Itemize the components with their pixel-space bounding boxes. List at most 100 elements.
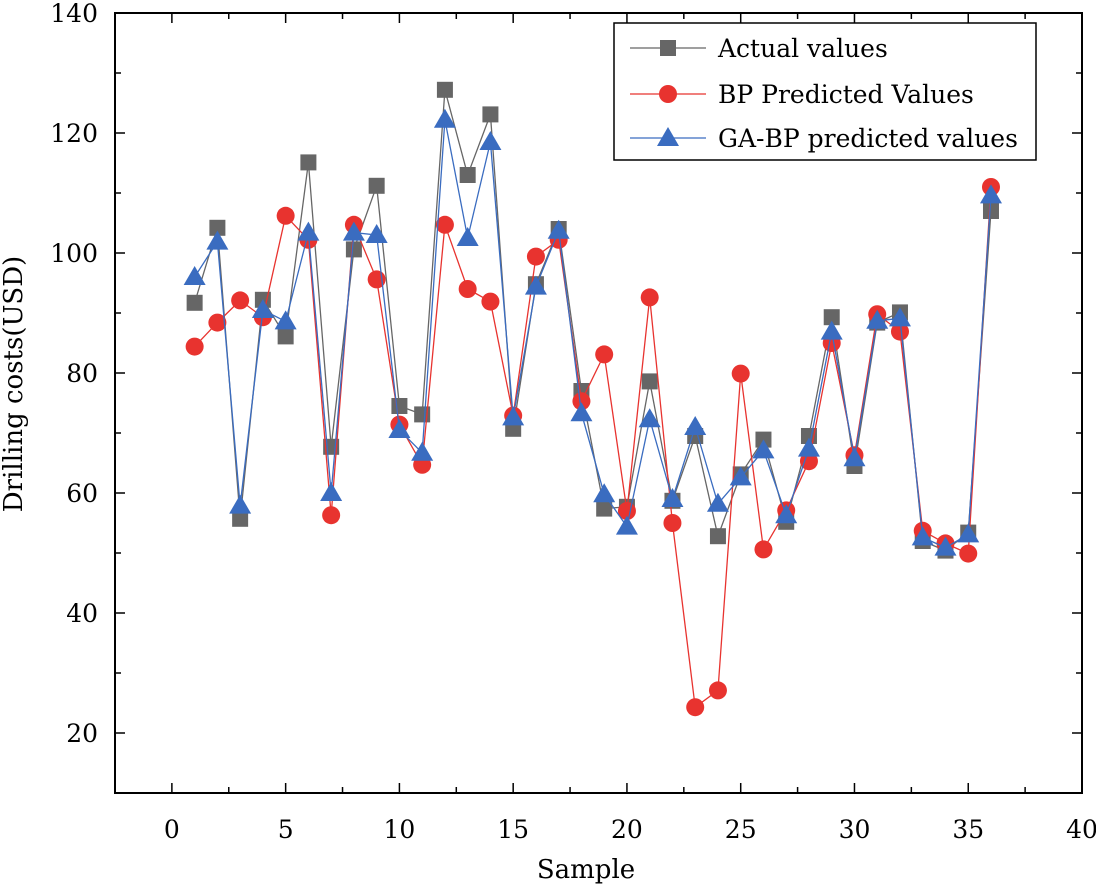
x-tick-label: 10: [384, 815, 416, 844]
data-point: [706, 492, 729, 512]
data-point: [547, 219, 570, 239]
data-point: [708, 681, 727, 700]
x-tick-label: 20: [611, 815, 643, 844]
data-point: [570, 402, 593, 422]
data-point: [866, 309, 889, 329]
x-tick-label: 0: [164, 815, 180, 844]
legend-marker: [660, 40, 676, 56]
data-point: [615, 515, 638, 535]
legend-box: [613, 22, 1037, 161]
data-point: [365, 224, 388, 243]
data-point: [638, 408, 661, 428]
data-point: [342, 221, 365, 241]
data-point: [890, 322, 909, 341]
data-point: [482, 106, 499, 123]
data-point: [433, 108, 456, 128]
x-tick-label: 25: [725, 815, 757, 844]
data-point: [595, 345, 614, 364]
data-point: [957, 523, 980, 543]
data-point: [388, 419, 411, 438]
plot-frame: [114, 12, 1083, 794]
data-point: [754, 540, 773, 559]
series-layer: [183, 81, 1002, 717]
data-point: [368, 177, 385, 194]
data-point: [888, 307, 911, 327]
data-point: [684, 416, 707, 435]
data-point: [458, 280, 477, 298]
data-point: [640, 288, 659, 307]
data-point: [411, 441, 434, 461]
data-point: [183, 266, 206, 285]
data-point: [593, 483, 616, 503]
data-point: [185, 337, 204, 356]
data-point: [843, 447, 866, 467]
data-point: [663, 514, 682, 532]
data-point: [345, 241, 362, 258]
data-point: [661, 488, 684, 507]
legend-label: Actual values: [717, 34, 888, 63]
y-tick-label: 40: [66, 599, 98, 628]
data-point: [186, 294, 203, 311]
data-point: [481, 292, 500, 311]
x-tick-label: 30: [839, 815, 871, 844]
y-tick-label: 80: [66, 359, 98, 388]
x-tick-label: 35: [952, 815, 984, 844]
data-point: [934, 536, 957, 556]
x-tick-label: 40: [1066, 815, 1096, 844]
data-point: [208, 313, 227, 332]
legend-label: BP Predicted Values: [718, 80, 974, 109]
data-point: [206, 230, 229, 250]
series-line: [194, 89, 992, 552]
legend-marker: [657, 127, 679, 146]
y-tick-label: 100: [50, 239, 98, 268]
data-point: [729, 466, 752, 486]
legend: Actual values BP Predicted Values GA-BP pr…: [613, 22, 1037, 161]
data-point: [820, 320, 843, 340]
legend-marker: [659, 85, 677, 103]
data-point: [320, 482, 343, 501]
y-tick-label: 140: [50, 0, 98, 28]
data-point: [479, 131, 502, 150]
data-point: [797, 437, 820, 457]
legend-label: GA-BP predicted values: [718, 124, 1018, 153]
data-point: [911, 526, 934, 546]
ticks-layer: 0 5 10 15 20 25 30 35 40 20 40 60 80 100 120 140: [50, 0, 1096, 844]
y-tick-label: 120: [50, 119, 98, 148]
data-point: [526, 247, 545, 266]
data-point: [982, 203, 999, 219]
data-point: [209, 219, 226, 236]
y-tick-label: 60: [66, 479, 98, 508]
data-point: [300, 154, 317, 171]
data-point: [641, 373, 658, 390]
data-point: [322, 506, 341, 525]
data-point: [456, 227, 479, 246]
data-point: [979, 184, 1002, 204]
x-tick-label: 5: [278, 815, 294, 844]
y-axis-title: Drilling costs(USD): [0, 256, 29, 512]
data-point: [229, 494, 252, 514]
data-point: [459, 167, 476, 183]
data-point: [436, 81, 453, 98]
series-group: [183, 108, 1002, 556]
data-point: [596, 500, 613, 517]
y-tick-label: 20: [66, 719, 98, 748]
data-point: [799, 452, 818, 471]
data-point: [231, 291, 250, 310]
data-point: [502, 406, 525, 426]
series-line: [194, 119, 992, 549]
data-point: [686, 698, 705, 717]
data-point: [391, 398, 408, 414]
data-point: [709, 528, 726, 545]
data-point: [435, 215, 454, 234]
data-point: [752, 439, 775, 459]
data-point: [297, 221, 320, 241]
data-point: [274, 310, 297, 330]
data-point: [232, 510, 249, 527]
data-point: [524, 275, 547, 295]
data-point: [251, 299, 274, 318]
data-point: [731, 364, 750, 383]
data-point: [276, 206, 295, 225]
x-tick-label: 15: [497, 815, 529, 844]
data-point: [572, 392, 591, 411]
